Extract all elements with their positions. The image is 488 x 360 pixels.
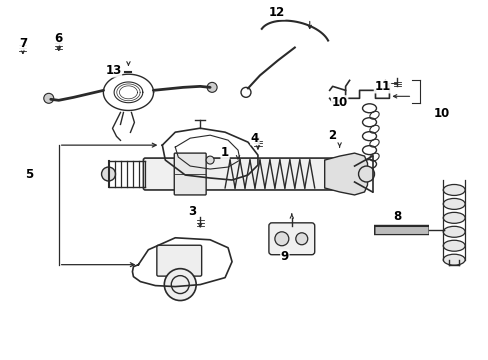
Ellipse shape <box>442 212 464 223</box>
FancyBboxPatch shape <box>268 223 314 255</box>
Text: 12: 12 <box>268 6 285 19</box>
FancyBboxPatch shape <box>157 245 201 276</box>
Circle shape <box>206 156 214 164</box>
Text: 1: 1 <box>221 145 229 159</box>
Text: 9: 9 <box>280 250 288 263</box>
Polygon shape <box>324 153 367 195</box>
Text: 10: 10 <box>433 107 449 120</box>
FancyBboxPatch shape <box>143 158 356 190</box>
Text: 5: 5 <box>25 167 33 180</box>
Text: 11: 11 <box>374 80 390 93</box>
Text: 4: 4 <box>250 132 259 145</box>
Text: 6: 6 <box>55 32 63 45</box>
Text: 7: 7 <box>19 37 27 50</box>
FancyBboxPatch shape <box>174 153 206 195</box>
Text: 10: 10 <box>331 96 347 109</box>
Circle shape <box>358 166 374 182</box>
Circle shape <box>44 93 54 103</box>
Ellipse shape <box>442 198 464 210</box>
Circle shape <box>295 233 307 245</box>
Text: 8: 8 <box>392 210 401 223</box>
Circle shape <box>102 167 115 181</box>
Ellipse shape <box>442 184 464 195</box>
Text: 2: 2 <box>328 129 336 142</box>
Circle shape <box>207 82 217 92</box>
Text: 13: 13 <box>105 64 122 77</box>
Ellipse shape <box>442 226 464 237</box>
Ellipse shape <box>442 254 464 265</box>
Ellipse shape <box>442 240 464 251</box>
Circle shape <box>164 269 196 301</box>
Text: 3: 3 <box>188 205 196 219</box>
Circle shape <box>274 232 288 246</box>
